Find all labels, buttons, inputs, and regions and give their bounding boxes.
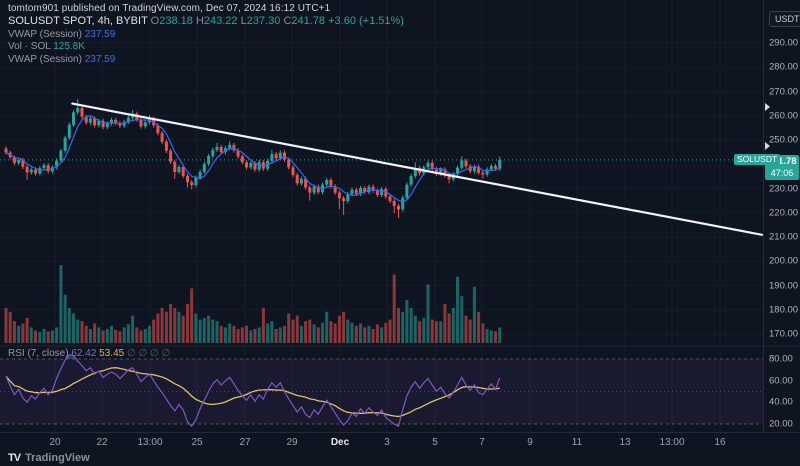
time-tick-label: 9 bbox=[527, 437, 533, 448]
ohlc-change-value: +3.60 (+1.51%) bbox=[328, 15, 404, 27]
rsi-ma-value: 53.45 bbox=[99, 348, 125, 359]
time-tick-label: 25 bbox=[191, 437, 203, 448]
grid-layer bbox=[0, 345, 800, 347]
last-price-value: 241.78 bbox=[767, 156, 797, 167]
tradingview-brand-text: TradingView bbox=[25, 452, 90, 464]
vwap-value: 237.59 bbox=[84, 28, 116, 40]
vwap2-legend-row[interactable]: VWAP (Session) 237.59 bbox=[8, 54, 404, 66]
time-tick-label: 13:00 bbox=[659, 437, 685, 448]
ohlc-low-value: 237.30 bbox=[246, 15, 281, 27]
time-tick-label: Dec bbox=[330, 437, 350, 448]
volume-legend-row[interactable]: Vol · SOL 125.8K bbox=[8, 41, 404, 53]
rsi-tick-label: 40.00 bbox=[769, 396, 793, 408]
vwap2-label: VWAP (Session) bbox=[8, 53, 82, 65]
ohlc-low-label: L bbox=[240, 15, 247, 27]
ohlc-high-value: 243.22 bbox=[203, 15, 238, 27]
rsi-line bbox=[5, 354, 501, 428]
rsi-title: RSI bbox=[8, 348, 25, 359]
volume-label: Vol · SOL bbox=[8, 41, 51, 52]
time-tick-label: 27 bbox=[239, 437, 251, 448]
publish-info: tomtom901 published on TradingView.com, … bbox=[8, 3, 331, 14]
time-tick-label: 13:00 bbox=[137, 437, 163, 448]
rsi-params: (7, close) bbox=[27, 348, 69, 359]
rsi-hidden-values: ∅ ∅ ∅ ∅ bbox=[126, 348, 171, 359]
price-tick-label: 260.00 bbox=[769, 110, 799, 122]
ohlc-open-label: O bbox=[150, 15, 160, 27]
price-tick-label: 180.00 bbox=[769, 304, 799, 316]
vwap-line bbox=[5, 114, 501, 203]
time-tick-label: 29 bbox=[286, 437, 298, 448]
chart-canvas[interactable] bbox=[0, 0, 800, 432]
time-tick-label: 7 bbox=[479, 437, 485, 448]
vwap-label: VWAP (Session) bbox=[8, 28, 82, 40]
candles-layer bbox=[4, 99, 502, 219]
rsi-legend-row[interactable]: RSI (7, close) 62.42 53.45 ∅ ∅ ∅ ∅ bbox=[8, 348, 170, 359]
time-tick-label: 16 bbox=[714, 437, 726, 448]
rsi-ma-line bbox=[5, 367, 500, 418]
chart-legend: SOLUSDT SPOT, 4h, BYBIT O238.18 H243.22 … bbox=[8, 15, 404, 66]
price-tick-label: 280.00 bbox=[769, 61, 799, 73]
price-scale[interactable]: USDT 241.78 47:06 290.00 280.00 270.00 260.… bbox=[763, 0, 800, 432]
ohlc-open-value: 238.18 bbox=[159, 15, 193, 27]
currency-toggle-button[interactable]: USDT bbox=[769, 11, 800, 27]
time-tick-label: 11 bbox=[571, 437, 583, 448]
price-marker-arrow-icon bbox=[765, 103, 770, 112]
rsi-layer bbox=[0, 354, 763, 428]
tradingview-attribution[interactable]: TV TradingView bbox=[8, 450, 90, 466]
time-axis[interactable]: 20 22 13:00 25 27 29 Dec 3 5 7 9 11 13 13:00 16 bbox=[0, 432, 800, 451]
volume-value: 125.8K bbox=[53, 41, 85, 52]
vwap-legend-row[interactable]: VWAP (Session) 237.59 bbox=[8, 29, 404, 41]
price-tick-label: 220.00 bbox=[769, 207, 799, 219]
rsi-tick-label: 60.00 bbox=[769, 375, 793, 387]
ohlc-high-label: H bbox=[195, 15, 204, 27]
ohlc-close-value: 241.78 bbox=[291, 15, 326, 27]
symbol-legend-row[interactable]: SOLUSDT SPOT, 4h, BYBIT O238.18 H243.22 … bbox=[8, 15, 404, 28]
price-tick-label: 230.00 bbox=[769, 183, 799, 194]
trendline[interactable] bbox=[71, 102, 764, 236]
time-tick-label: 13 bbox=[619, 437, 631, 448]
symbol-title: SOLUSDT SPOT, 4h, BYBIT bbox=[8, 15, 148, 27]
rsi-tick-label: 80.00 bbox=[769, 353, 793, 365]
price-tick-label: 210.00 bbox=[769, 231, 799, 243]
volume-layer bbox=[4, 265, 502, 343]
price-tick-label: 190.00 bbox=[769, 280, 799, 291]
price-tick-label: 170.00 bbox=[769, 328, 799, 340]
price-tick-label: 270.00 bbox=[769, 86, 799, 97]
time-tick-label: 20 bbox=[49, 437, 61, 448]
ohlc-close-label: C bbox=[283, 15, 292, 27]
time-tick-label: 22 bbox=[96, 437, 108, 448]
price-marker-arrow-icon bbox=[765, 142, 770, 151]
time-tick-label: 5 bbox=[432, 437, 438, 448]
price-tick-label: 250.00 bbox=[769, 134, 799, 146]
time-tick-label: 3 bbox=[384, 437, 390, 448]
bar-countdown: 47:06 bbox=[770, 168, 794, 178]
price-tick-label: 200.00 bbox=[769, 255, 799, 267]
tradingview-logo-icon: TV bbox=[8, 452, 21, 464]
vwap2-value: 237.59 bbox=[84, 53, 116, 65]
price-line-symbol-tag: SOLUSDT bbox=[734, 154, 781, 165]
rsi-value: 62.42 bbox=[71, 348, 97, 359]
rsi-tick-label: 20.00 bbox=[769, 418, 793, 430]
price-tick-label: 290.00 bbox=[769, 37, 799, 49]
